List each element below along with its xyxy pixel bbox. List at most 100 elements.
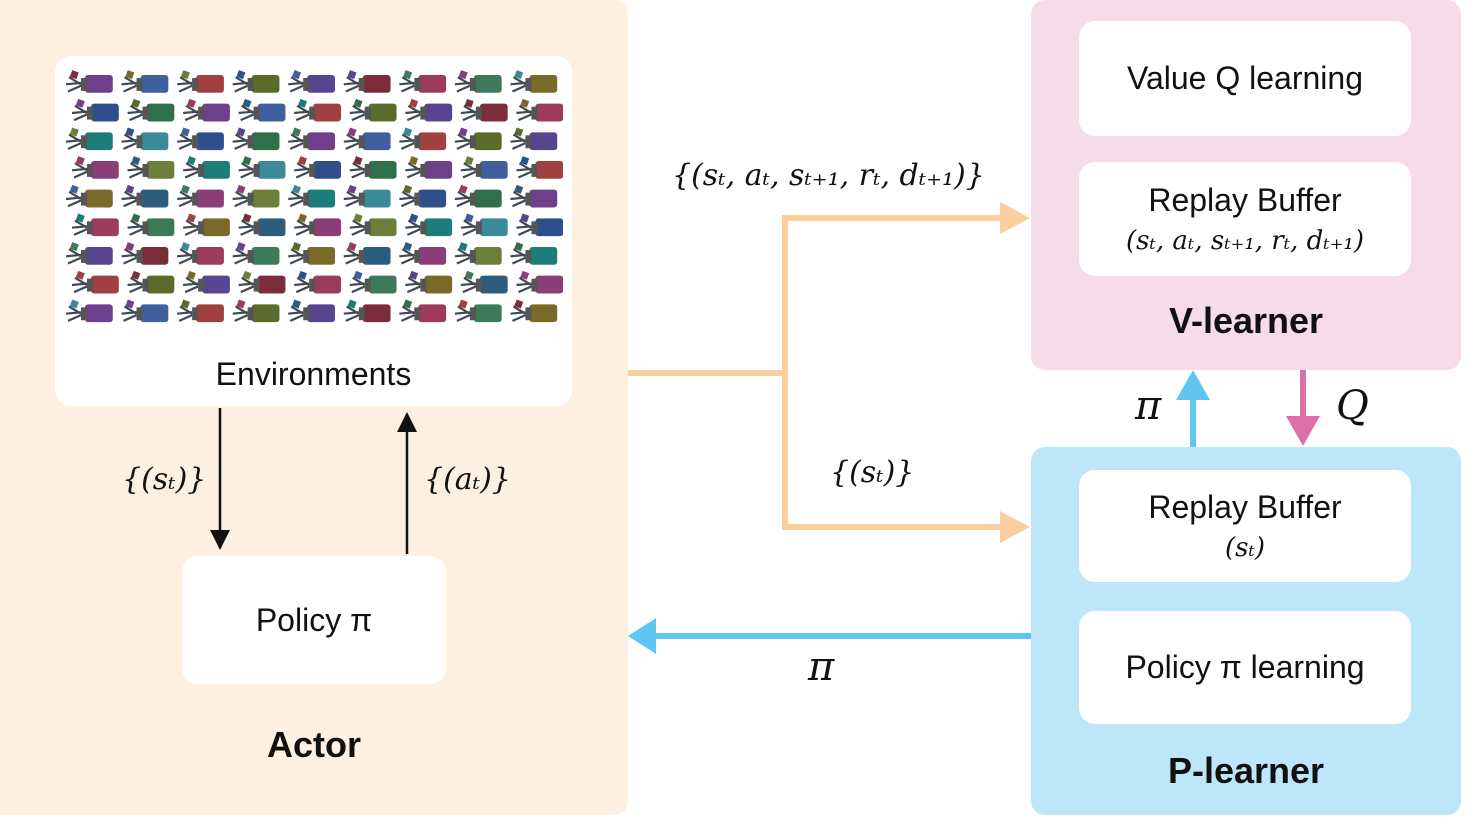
env-thumbnail — [460, 156, 508, 179]
transitions-arrowhead — [1000, 202, 1030, 234]
env-thumbnail — [343, 242, 391, 265]
env-thumbnail — [510, 299, 558, 323]
env-thumbnail — [71, 213, 119, 237]
q-to-p-label: Q — [1336, 383, 1369, 429]
env-thumbnail — [65, 184, 113, 208]
env-thumbnail — [238, 98, 286, 122]
env-thumbnail — [232, 70, 280, 93]
env-thumbnail — [232, 184, 280, 208]
value-learning-box: Value Q learning — [1079, 21, 1411, 136]
env-thumbnail — [343, 184, 391, 208]
transitions-label: {(sₜ, aₜ, sₜ₊₁, rₜ, dₜ₊₁)} — [672, 158, 985, 193]
env-thumbnail — [399, 184, 447, 208]
env-thumbnail — [177, 184, 224, 208]
env-thumbnail — [127, 213, 175, 237]
env-thumbnail — [294, 156, 341, 179]
env-thumbnail — [510, 70, 558, 93]
env-thumbnail — [454, 184, 502, 208]
env-thumbnail — [454, 242, 502, 265]
env-thumbnail — [288, 242, 335, 265]
policy-learning-box: Policy π learning — [1079, 611, 1411, 724]
env-thumbnail — [177, 242, 224, 265]
policy-learning-label: Policy π learning — [1125, 649, 1365, 686]
env-thumbnail — [65, 299, 113, 323]
env-thumbnail — [460, 98, 508, 122]
env-thumbnail — [71, 270, 119, 294]
env-thumbnail — [127, 156, 175, 179]
states-flow — [782, 373, 1005, 530]
env-thumbnail — [183, 213, 230, 237]
env-thumbnail — [121, 127, 169, 151]
env-thumbnail — [510, 184, 558, 208]
env-thumbnail — [516, 98, 563, 122]
env-thumbnail — [238, 213, 286, 237]
env-thumbnail — [121, 70, 169, 93]
states-label: {(sₜ)} — [830, 455, 915, 490]
policy-to-v-label: π — [1135, 383, 1162, 429]
env-thumbnail — [399, 299, 447, 323]
env-thumbnail — [232, 299, 280, 323]
q-to-p-arrowhead — [1286, 416, 1320, 446]
environments-box: Environments — [55, 56, 572, 406]
env-thumbnail — [343, 127, 391, 151]
states-arrowhead — [1000, 511, 1030, 543]
env-thumbnail — [516, 270, 563, 294]
env-thumbnail — [177, 70, 224, 93]
action-label: {(aₜ)} — [424, 462, 511, 497]
policy-label: Policy π — [255, 601, 373, 638]
env-thumbnail — [288, 184, 335, 208]
env-thumbnail — [405, 156, 453, 179]
env-thumbnail — [399, 127, 447, 151]
v-replay-buffer-title: Replay Buffer — [1148, 182, 1342, 219]
env-thumbnail — [294, 98, 341, 122]
environments-label: Environments — [215, 356, 412, 392]
env-thumbnail — [510, 242, 558, 265]
policy-box: Policy π — [182, 556, 446, 684]
environments-image — [63, 70, 563, 328]
env-thumbnail — [405, 98, 453, 122]
actor-panel: Environments Policy π Actor — [0, 0, 628, 815]
env-thumbnail — [183, 270, 230, 294]
env-thumbnail — [238, 270, 286, 294]
v-replay-buffer-box: Replay Buffer (sₜ, aₜ, sₜ₊₁, rₜ, dₜ₊₁) — [1079, 162, 1411, 276]
env-thumbnail — [65, 127, 113, 151]
env-thumbnail — [121, 242, 169, 265]
env-thumbnail — [288, 70, 335, 93]
env-thumbnail — [183, 156, 230, 179]
env-thumbnail — [288, 299, 335, 323]
env-thumbnail — [460, 213, 508, 237]
env-thumbnail — [460, 270, 508, 294]
env-thumbnail — [454, 127, 502, 151]
p-learner-title: P-learner — [1167, 750, 1325, 791]
env-thumbnail — [65, 242, 113, 265]
env-thumbnail — [399, 70, 447, 93]
env-thumbnail — [349, 156, 397, 179]
policy-to-v-arrowhead — [1176, 370, 1210, 400]
transitions-flow — [782, 215, 1005, 373]
env-thumbnail — [399, 242, 447, 265]
env-thumbnail — [121, 184, 169, 208]
actor-title: Actor — [266, 724, 361, 765]
env-thumbnail — [294, 270, 341, 294]
env-thumbnail — [121, 299, 169, 323]
env-thumbnail — [454, 70, 502, 93]
env-thumbnail — [127, 270, 175, 294]
env-thumbnail — [349, 213, 397, 237]
env-thumbnail — [288, 127, 335, 151]
p-replay-buffer-tuple: (sₜ) — [1224, 533, 1266, 564]
env-thumbnail — [510, 127, 558, 151]
env-thumbnail — [177, 127, 224, 151]
env-thumbnail — [454, 299, 502, 323]
obs-label: {(sₜ)} — [122, 462, 207, 497]
env-thumbnail — [127, 98, 175, 122]
env-thumbnail — [71, 156, 119, 179]
env-thumbnail — [405, 270, 453, 294]
env-thumbnail — [238, 156, 286, 179]
env-thumbnail — [183, 98, 230, 122]
policy-to-actor-label: π — [808, 644, 835, 690]
policy-to-actor-arrowhead — [628, 618, 656, 654]
env-thumbnail — [232, 242, 280, 265]
env-thumbnail — [343, 299, 391, 323]
env-thumbnail — [65, 70, 113, 93]
